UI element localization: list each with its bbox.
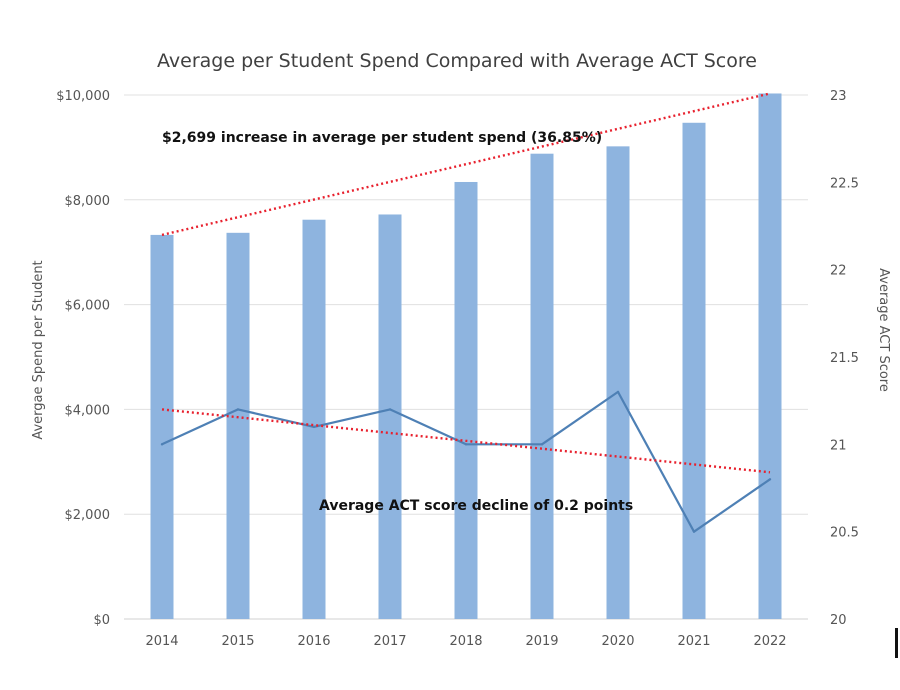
x-tick-label: 2015 [221,634,254,649]
spend-bar-2020 [606,146,630,620]
left-tick-label: $2,000 [65,508,111,523]
right-tick-label: 20 [830,613,847,628]
right-axis-ticks: 20 20.5 21 21.5 22 22.5 23 [830,89,859,628]
left-tick-label: $4,000 [65,403,111,418]
left-axis-title: Avergae Spend per Student [31,260,46,439]
spend-increase-annotation: $2,699 increase in average per student s… [162,130,602,146]
right-tick-label: 22.5 [830,176,859,191]
right-tick-label: 21.5 [830,351,859,366]
bars [150,93,782,620]
spend-bar-2015 [226,232,250,619]
act-score-point-2016 [312,425,316,429]
act-score-point-2014 [160,443,164,446]
right-tick-label: 22 [830,264,847,279]
x-tick-label: 2020 [601,634,634,649]
right-axis-title: Average ACT Score [876,268,891,392]
spend-bar-2018 [454,181,478,619]
left-tick-label: $6,000 [65,299,111,314]
act-score-point-2015 [236,408,240,411]
act-score-line-group [160,390,772,533]
spend-trendline [161,92,771,237]
x-axis-ticks: 2014 2015 2016 2017 2018 2019 2020 2021 2022 [145,634,786,649]
spend-bar-2016 [302,219,326,619]
x-tick-label: 2016 [297,634,330,649]
x-tick-label: 2022 [753,634,786,649]
left-axis-ticks: $0 $2,000 $4,000 $6,000 $8,000 $10,000 [56,89,110,628]
x-tick-label: 2021 [677,634,710,649]
left-tick-label: $8,000 [65,194,111,209]
act-score-point-2019 [540,443,544,446]
right-tick-label: 20.5 [830,526,859,541]
x-tick-label: 2018 [449,634,482,649]
chart-title: Average per Student Spend Compared with … [157,50,757,72]
spend-bar-2021 [682,122,706,619]
act-decline-annotation: Average ACT score decline of 0.2 points [319,498,633,514]
x-tick-label: 2017 [373,634,406,649]
right-tick-label: 23 [830,89,847,104]
spend-bar-2017 [378,214,402,620]
text-cursor [895,628,898,658]
act-score-point-2018 [464,443,468,446]
right-tick-label: 21 [830,438,847,453]
spend-bar-2022 [758,93,782,619]
act-score-point-2017 [388,408,392,411]
spend-bar-2019 [530,153,554,620]
act-score-point-2021 [692,530,696,533]
act-score-point-2022 [768,478,772,481]
left-tick-label: $10,000 [56,89,110,104]
left-tick-label: $0 [93,613,110,628]
spend-bar-2014 [150,234,174,619]
act-score-point-2020 [616,390,620,394]
act-trendline [161,408,771,474]
x-tick-label: 2014 [145,634,178,649]
trendlines [161,92,771,474]
x-tick-label: 2019 [525,634,558,649]
